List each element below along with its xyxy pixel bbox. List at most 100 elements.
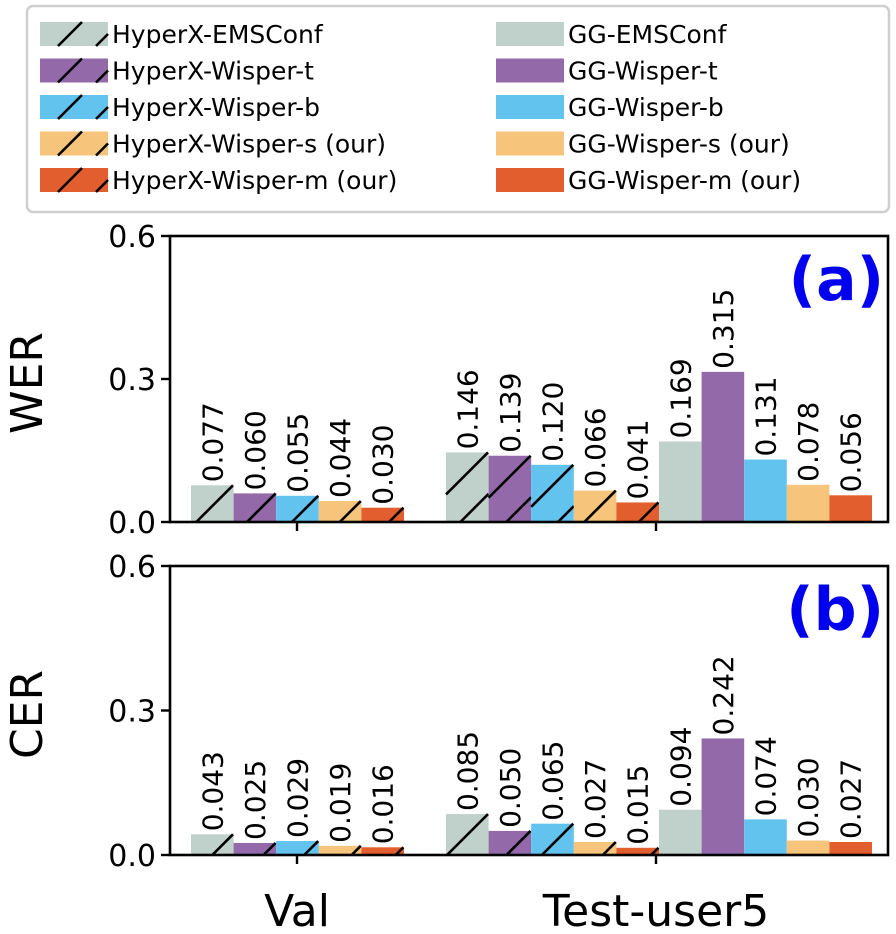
legend-item: HyperX-Wisper-t bbox=[40, 57, 314, 86]
bar bbox=[616, 847, 659, 855]
legend-item: HyperX-Wisper-b bbox=[40, 93, 320, 122]
legend-swatch bbox=[496, 22, 564, 46]
panel-label: (b) bbox=[786, 575, 884, 645]
bar bbox=[786, 840, 830, 855]
hatch bbox=[540, 822, 575, 856]
data-labels: 0.043 0.085 0.025 0.050 0.029 0.065 0.019 0.027… bbox=[196, 655, 867, 845]
legend-label: GG-Wisper-t bbox=[568, 57, 718, 86]
bar bbox=[744, 459, 787, 522]
legend-item: HyperX-Wisper-m (our) bbox=[40, 166, 397, 195]
legend-swatch bbox=[496, 131, 564, 156]
data-label: 0.025 bbox=[239, 760, 272, 840]
y-tick-label: 0.3 bbox=[108, 695, 156, 730]
y-ticks: 0.0 0.3 0.6 bbox=[108, 550, 170, 874]
data-label: 0.094 bbox=[664, 727, 697, 807]
data-labels: 0.077 0.146 0.060 0.139 0.055 0.120 0.044 0.066… bbox=[196, 289, 867, 505]
bars bbox=[191, 738, 872, 856]
bar bbox=[659, 441, 702, 522]
hatch bbox=[530, 463, 575, 523]
hatch bbox=[637, 501, 660, 523]
panel-label: (a) bbox=[789, 245, 884, 315]
data-label: 0.074 bbox=[750, 736, 783, 816]
legend-label: HyperX-Wisper-t bbox=[112, 57, 314, 86]
hatch bbox=[291, 494, 320, 523]
hatch bbox=[446, 813, 489, 856]
legend-swatch bbox=[496, 168, 564, 192]
hatch bbox=[246, 492, 277, 523]
y-tick-label: 0.3 bbox=[108, 363, 156, 398]
y-axis-label: CER bbox=[2, 670, 53, 759]
data-label: 0.066 bbox=[579, 407, 612, 487]
legend-item: HyperX-Wisper-s (our) bbox=[40, 130, 386, 159]
bar bbox=[701, 371, 745, 522]
y-axis-label: WER bbox=[2, 332, 53, 434]
y-tick-label: 0.0 bbox=[108, 839, 156, 874]
legend-label: HyperX-Wisper-m (our) bbox=[112, 166, 397, 195]
data-label: 0.043 bbox=[196, 751, 229, 831]
data-label: 0.056 bbox=[835, 412, 868, 492]
bar bbox=[701, 738, 745, 855]
panel-b: 0.043 0.085 0.025 0.050 0.029 0.065 0.019 0.027… bbox=[2, 550, 890, 874]
legend-item: HyperX-EMSConf bbox=[40, 20, 324, 49]
legend-swatch bbox=[40, 95, 108, 119]
data-label: 0.029 bbox=[282, 758, 315, 838]
data-label: 0.131 bbox=[750, 376, 783, 456]
legend-item: GG-Wisper-s (our) bbox=[496, 130, 790, 159]
hatch bbox=[583, 489, 617, 523]
legend-swatch bbox=[40, 22, 108, 46]
legend-label: HyperX-Wisper-b bbox=[112, 93, 320, 122]
legend-item: GG-EMSConf bbox=[496, 20, 728, 49]
legend-frame bbox=[25, 4, 891, 214]
hatch bbox=[505, 829, 532, 856]
bar bbox=[318, 845, 362, 855]
hatch bbox=[195, 484, 234, 523]
bar bbox=[659, 809, 702, 855]
y-tick-label: 0.0 bbox=[108, 506, 156, 541]
hatch bbox=[388, 506, 405, 523]
legend-swatch bbox=[496, 58, 564, 83]
y-tick-label: 0.6 bbox=[108, 220, 156, 255]
bar bbox=[318, 501, 362, 522]
panel-a: 0.077 0.146 0.060 0.139 0.055 0.120 0.044 0.066… bbox=[2, 220, 890, 541]
bar bbox=[829, 495, 872, 522]
legend-label: GG-Wisper-s (our) bbox=[568, 130, 790, 159]
data-label: 0.050 bbox=[494, 748, 527, 828]
legend-label: GG-EMSConf bbox=[568, 20, 728, 49]
data-label: 0.041 bbox=[622, 419, 655, 499]
legend-swatch bbox=[40, 168, 108, 192]
legend-label: GG-Wisper-b bbox=[568, 93, 724, 122]
bar bbox=[361, 847, 404, 855]
hatch bbox=[262, 842, 277, 856]
data-label: 0.030 bbox=[792, 757, 825, 837]
data-label: 0.120 bbox=[537, 382, 570, 462]
legend-label: GG-Wisper-m (our) bbox=[568, 166, 801, 195]
legend-swatch bbox=[40, 131, 108, 156]
hatch bbox=[601, 841, 617, 856]
data-label: 0.315 bbox=[707, 289, 740, 369]
bars bbox=[191, 371, 872, 523]
bar bbox=[191, 834, 234, 855]
data-label: 0.077 bbox=[196, 402, 229, 482]
data-label: 0.078 bbox=[792, 402, 825, 482]
data-label: 0.027 bbox=[835, 759, 868, 839]
legend-item: GG-Wisper-m (our) bbox=[496, 166, 801, 195]
hatch bbox=[211, 833, 234, 856]
data-label: 0.085 bbox=[451, 731, 484, 811]
bar bbox=[829, 841, 872, 855]
hatch bbox=[338, 500, 362, 523]
x-category-label: Test-user5 bbox=[542, 886, 770, 934]
legend-swatch bbox=[496, 95, 564, 119]
data-label: 0.044 bbox=[324, 418, 357, 498]
hatch bbox=[350, 844, 362, 856]
data-label: 0.065 bbox=[537, 741, 570, 821]
y-tick-label: 0.6 bbox=[108, 550, 156, 585]
data-label: 0.146 bbox=[451, 369, 484, 449]
data-label: 0.030 bbox=[367, 425, 400, 505]
legend-label: HyperX-Wisper-s (our) bbox=[112, 130, 386, 159]
data-label: 0.060 bbox=[239, 410, 272, 490]
legend-item: GG-Wisper-t bbox=[496, 57, 718, 86]
data-label: 0.016 bbox=[367, 764, 400, 844]
bar bbox=[488, 455, 532, 522]
hatch bbox=[303, 840, 320, 856]
